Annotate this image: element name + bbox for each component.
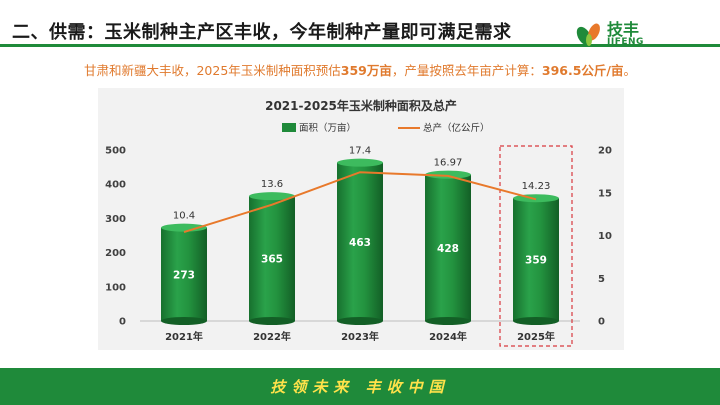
line-output [183,171,537,234]
line-value-label: 13.6 [261,179,283,190]
bar-area-base [425,317,471,325]
bar-area-base [161,317,207,325]
bar-area [161,227,207,321]
summary-subtitle: 甘肃和新疆大丰收，2025年玉米制种面积预估359万亩，产量按照去年亩产计算：3… [0,60,720,79]
chart-title: 2021-2025年玉米制种面积及总产 [265,98,457,113]
highlight-box-2025 [499,145,573,347]
x-axis-category-label: 2023年 [341,330,379,343]
bar-area-top [161,223,207,232]
left-axis-tick-label: 500 [105,146,126,157]
line-value-label: 10.4 [173,211,195,222]
left-axis-tick-label: 400 [105,180,126,191]
bar-area [249,196,295,321]
subtitle-end: 。 [623,63,637,78]
x-axis-category-label: 2021年 [165,330,203,343]
right-axis-tick-label: 20 [598,146,612,157]
bar-area [425,174,471,321]
bar-area [337,162,383,321]
right-axis-tick-label: 10 [598,231,612,242]
company-logo: 技丰 JIFENG [575,18,671,50]
bar-value-label: 273 [173,269,195,281]
page-title: 二、供需：玉米制种主产区丰收，今年制种产量即可满足需求 [12,22,512,43]
chart-panel: 2021-2025年玉米制种面积及总产 面积（万亩） 总产（亿公斤） 0 100 200 3… [98,88,624,350]
wheat-leaf-logo-icon [576,23,600,46]
logo-name-cn: 技丰 [607,19,640,39]
x-axis-category-label: 2025年 [517,330,555,343]
line-value-label: 16.97 [434,158,463,169]
subtitle-part1: 甘肃和新疆大丰收，2025年玉米制种面积预估 [83,63,341,78]
header-divider [0,44,720,47]
bar-area-base [337,317,383,325]
x-axis-category-label: 2022年 [253,330,291,343]
bar-area-top [249,192,295,201]
left-axis-tick-label: 100 [105,282,126,293]
footer-slogan: 技领未来 丰收中国 [270,378,450,396]
legend-label-area: 面积（万亩） [299,122,356,134]
bar-value-label: 359 [525,255,547,267]
bar-area-top [337,158,383,167]
bar-area-top [425,170,471,179]
left-axis-tick-label: 200 [105,248,126,259]
logo-name-en: JIFENG [607,36,644,47]
bar-area-base [513,317,559,325]
legend-label-output: 总产（亿公斤） [423,122,490,134]
bar-value-label: 463 [349,237,371,249]
subtitle-yield-value: 396.5公斤/亩 [541,63,624,78]
left-axis-tick-label: 300 [105,214,126,225]
line-value-label: 17.4 [349,146,371,157]
right-axis-tick-label: 0 [598,317,605,328]
footer-bar: 技领未来 丰收中国 [0,368,720,405]
right-axis-tick-label: 15 [598,188,612,199]
subtitle-area-value: 359万亩 [340,63,392,78]
x-axis-category-label: 2024年 [429,330,467,343]
bar-value-label: 428 [437,243,459,255]
bar-area [513,198,559,321]
subtitle-part2: ，产量按照去年亩产计算： [391,63,542,78]
bar-value-label: 365 [261,254,283,266]
bar-area-base [249,317,295,325]
legend-swatch-area [282,123,296,132]
line-value-label: 14.23 [522,181,551,192]
left-axis-tick-label: 0 [119,317,126,328]
right-axis-tick-label: 5 [598,274,605,285]
